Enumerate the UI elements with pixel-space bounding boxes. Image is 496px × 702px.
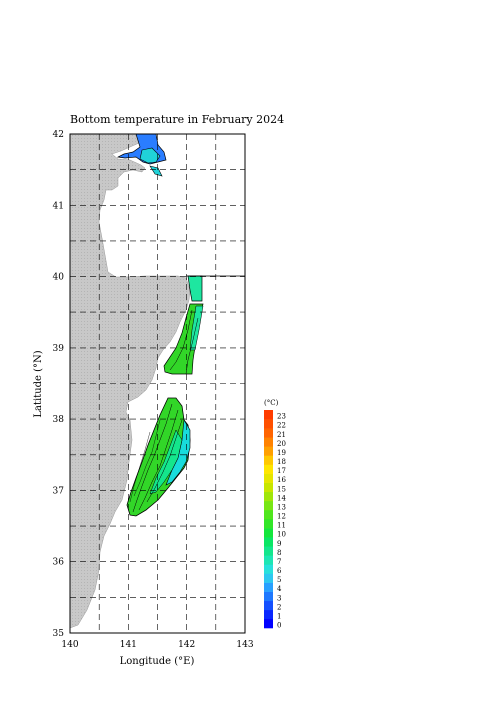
colorbar-label: 18	[277, 458, 286, 466]
colorbar-unit: (°C)	[264, 399, 279, 407]
colorbar-cell	[264, 491, 273, 502]
colorbar-label: 9	[277, 540, 281, 548]
colorbar-label: 23	[277, 413, 286, 421]
x-tick-label: 143	[236, 640, 253, 650]
colorbar-label: 20	[277, 440, 286, 448]
y-tick-label: 36	[53, 558, 65, 568]
y-tick-label: 38	[53, 415, 65, 425]
map-title: Bottom temperature in February 2024	[70, 113, 284, 126]
colorbar-cell	[264, 600, 273, 611]
colorbar-label: 5	[277, 576, 281, 584]
colorbar-cell	[264, 482, 273, 493]
colorbar-cell	[264, 528, 273, 538]
y-tick-label: 37	[53, 486, 65, 496]
colorbar-cell	[264, 537, 273, 547]
colorbar-label: 6	[277, 567, 282, 575]
colorbar-label: 4	[277, 585, 282, 593]
y-tick-label: 39	[53, 344, 65, 354]
colorbar-label: 10	[277, 531, 286, 539]
colorbar-label: 8	[277, 549, 281, 557]
temp-region-fukushima-mid	[149, 429, 183, 495]
colorbar-label: 17	[277, 467, 286, 475]
colorbar-cell	[264, 509, 273, 520]
colorbar-cell	[264, 500, 273, 511]
colorbar-cell	[264, 464, 273, 474]
colorbar-cell	[264, 618, 273, 629]
colorbar-cell	[264, 555, 273, 565]
y-tick-label: 40	[53, 273, 65, 283]
colorbar-cell	[264, 437, 273, 447]
colorbar-label: 16	[277, 476, 286, 484]
colorbar-cell	[264, 410, 273, 420]
colorbar-label: 2	[277, 603, 281, 611]
colorbar-cell	[264, 564, 273, 574]
colorbar-cell	[264, 455, 273, 465]
temp-region-fukushima	[126, 397, 191, 517]
y-tick-label: 42	[53, 130, 64, 140]
colorbar-label: 0	[277, 622, 281, 630]
colorbar-cell	[264, 609, 273, 620]
x-tick-label: 141	[120, 640, 137, 650]
colorbar-label: 21	[277, 431, 286, 439]
colorbar-cell	[264, 519, 273, 529]
colorbar-cell	[264, 546, 273, 556]
x-tick-label: 142	[178, 640, 195, 650]
colorbar-cell	[264, 446, 273, 456]
y-axis-ticks: 35 36 37 38 39 40 41 42	[53, 130, 65, 639]
colorbar-label: 1	[277, 612, 281, 620]
colorbar-label: 3	[277, 594, 281, 602]
colorbar-label: 7	[277, 558, 281, 566]
colorbar-label: 13	[277, 503, 286, 511]
colorbar-cell	[264, 582, 273, 592]
y-axis-label: Latitude (°N)	[33, 350, 44, 417]
colorbar-cell	[264, 573, 273, 583]
colorbar-label: 11	[277, 522, 286, 530]
y-tick-label: 35	[53, 629, 65, 639]
x-tick-label: 140	[61, 640, 78, 650]
grid-lines	[70, 134, 245, 633]
x-axis-ticks: 140 141 142 143	[61, 640, 253, 650]
colorbar-label: 14	[277, 494, 286, 502]
y-tick-label: 41	[53, 201, 64, 211]
temp-region-tsugaru-tail	[149, 165, 163, 177]
colorbar-label: 12	[277, 513, 286, 521]
colorbar-cell	[264, 473, 273, 483]
colorbar-label: 22	[277, 422, 286, 430]
colorbar-cell	[264, 419, 273, 429]
colorbar-label: 19	[277, 449, 286, 457]
colorbar-label: 15	[277, 485, 286, 493]
colorbar: (°C) 01234567891011121314151617181920212…	[264, 399, 286, 630]
temp-region-tsugaru-cyan	[139, 147, 161, 164]
x-axis-label: Longitude (°E)	[120, 656, 195, 667]
data-layers	[70, 134, 245, 633]
land-honshu	[70, 134, 191, 629]
map-frame	[69, 133, 246, 634]
colorbar-cell	[264, 591, 273, 602]
colorbar-cell	[264, 428, 273, 438]
colorbar-cells	[264, 410, 273, 629]
